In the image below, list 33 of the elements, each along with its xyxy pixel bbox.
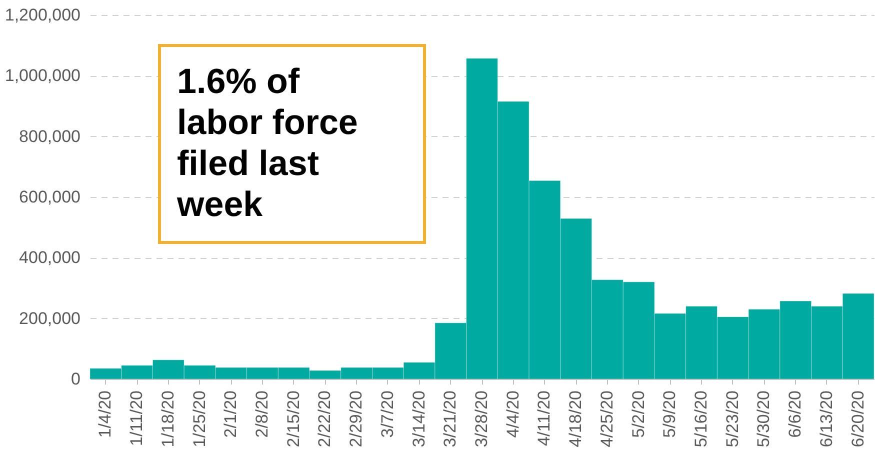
y-tick-label: 0 (71, 370, 80, 388)
x-tick-label: 1/18/20 (158, 390, 178, 448)
x-tick-label: 6/13/20 (816, 390, 836, 448)
text-box: 1.6% of labor force filed last week (158, 44, 426, 244)
x-tick-label: 5/30/20 (754, 390, 774, 448)
x-tick-label: 5/9/20 (660, 390, 680, 438)
x-tick-label: 6/6/20 (786, 390, 805, 438)
x-tick-label: 1/25/20 (190, 390, 209, 448)
y-tick-label: 400,000 (19, 248, 80, 268)
x-tick-label: 2/1/20 (221, 390, 240, 438)
x-tick-label: 2/15/20 (284, 390, 303, 448)
x-tick-label: 1/11/20 (127, 390, 146, 446)
x-tick-label: 2/29/20 (346, 390, 366, 448)
x-tick-label: 5/2/20 (628, 390, 648, 438)
x-tick-label: 4/18/20 (566, 390, 586, 448)
x-tick-label: 3/21/20 (440, 390, 460, 448)
y-tick-label: 600,000 (19, 188, 80, 206)
y-tick-label: 200,000 (19, 308, 80, 328)
x-tick-label: 3/7/20 (378, 390, 397, 438)
x-tick-label: 3/14/20 (409, 390, 428, 448)
x-tick-label: 6/20/20 (848, 390, 868, 448)
y-tick-label: 1,000,000 (4, 66, 80, 86)
x-tick-label: 2/8/20 (252, 390, 272, 438)
y-tick-label: 1,200,000 (4, 6, 80, 24)
x-tick-label: 5/23/20 (722, 390, 742, 448)
x-tick-label: 4/11/20 (534, 390, 554, 446)
x-tick-label: 4/4/20 (503, 390, 522, 438)
x-tick-label: 2/22/20 (315, 390, 334, 448)
y-tick-label: 800,000 (19, 126, 80, 146)
x-tick-label: 4/25/20 (597, 390, 616, 448)
x-tick-label: 1/4/20 (96, 390, 115, 438)
x-tick-label: 3/28/20 (472, 390, 491, 448)
x-tick-label: 5/16/20 (692, 390, 711, 448)
